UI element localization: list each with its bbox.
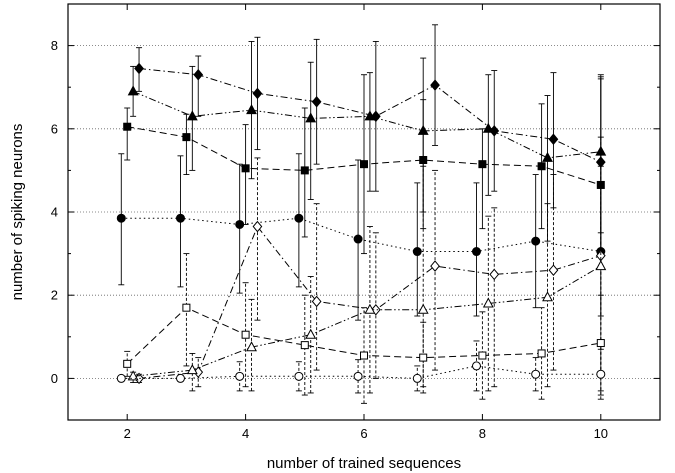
series-7 [116, 340, 606, 400]
x-tick-label: 4 [242, 426, 249, 441]
data-point [252, 87, 263, 100]
data-point [305, 328, 317, 339]
data-point [489, 268, 500, 281]
data-point [412, 373, 422, 383]
data-point [300, 341, 309, 350]
series-3 [116, 153, 606, 321]
data-point [311, 95, 322, 108]
series-group [116, 24, 607, 404]
data-point [123, 359, 132, 368]
series-line [132, 90, 601, 159]
data-point [246, 104, 257, 115]
x-tick-label: 2 [124, 426, 131, 441]
data-point [360, 160, 368, 169]
data-point [175, 373, 185, 383]
data-point [531, 236, 541, 246]
y-tick-label: 2 [51, 288, 58, 303]
data-point [595, 260, 607, 271]
data-point [311, 295, 322, 308]
data-point [123, 122, 132, 131]
data-point [542, 151, 553, 162]
series-line [138, 225, 601, 379]
series-4 [134, 157, 606, 388]
y-axis-label: number of spiking neurons [9, 124, 26, 301]
y-tick-label: 8 [51, 38, 58, 53]
y-tick-label: 4 [51, 205, 58, 220]
data-point [134, 62, 144, 75]
data-point [175, 213, 185, 223]
data-point [353, 234, 363, 244]
data-point [596, 369, 606, 379]
data-point [482, 297, 494, 308]
data-point [542, 291, 553, 302]
data-point [127, 370, 139, 381]
data-point [364, 303, 376, 314]
data-point [182, 303, 191, 312]
data-point [471, 361, 481, 371]
x-tick-label: 6 [360, 426, 367, 441]
data-point [471, 247, 481, 257]
data-point [548, 133, 559, 145]
data-point [252, 220, 263, 233]
data-point [419, 156, 428, 164]
data-point [127, 85, 139, 96]
data-point [116, 213, 126, 223]
series-line [121, 365, 601, 379]
series-6 [123, 253, 605, 404]
series-line [121, 217, 601, 252]
data-point [246, 341, 257, 352]
data-point [419, 353, 428, 362]
data-point [531, 369, 541, 379]
axis-ticks: 2 4 6 8 10 0 2 4 6 8 [51, 3, 660, 441]
data-point [241, 164, 250, 173]
data-point [294, 213, 304, 223]
data-point [182, 133, 191, 142]
data-point [478, 160, 487, 169]
data-point [478, 351, 487, 360]
data-point [294, 371, 304, 381]
data-point [537, 349, 546, 358]
data-point [305, 112, 317, 123]
data-point [596, 339, 605, 348]
y-tick-label: 6 [51, 121, 58, 136]
data-point [364, 110, 376, 121]
data-point [412, 247, 422, 257]
x-tick-label: 8 [479, 426, 486, 441]
data-point [235, 371, 245, 381]
data-point [548, 264, 559, 277]
data-point [241, 330, 250, 339]
data-point [482, 122, 494, 133]
x-axis-label: number of trained sequences [267, 455, 461, 472]
x-tick-label: 10 [594, 426, 608, 441]
data-point [300, 166, 309, 175]
data-point [360, 351, 368, 360]
data-point [186, 110, 198, 121]
y-tick-label: 0 [51, 371, 58, 386]
data-point [235, 219, 245, 229]
data-point [417, 303, 429, 314]
data-point [193, 68, 204, 81]
data-point [186, 364, 198, 375]
data-point [430, 79, 440, 91]
data-point [537, 162, 546, 171]
data-point [353, 371, 363, 381]
series-2 [123, 74, 605, 255]
data-point [430, 260, 440, 272]
data-point [116, 373, 126, 383]
